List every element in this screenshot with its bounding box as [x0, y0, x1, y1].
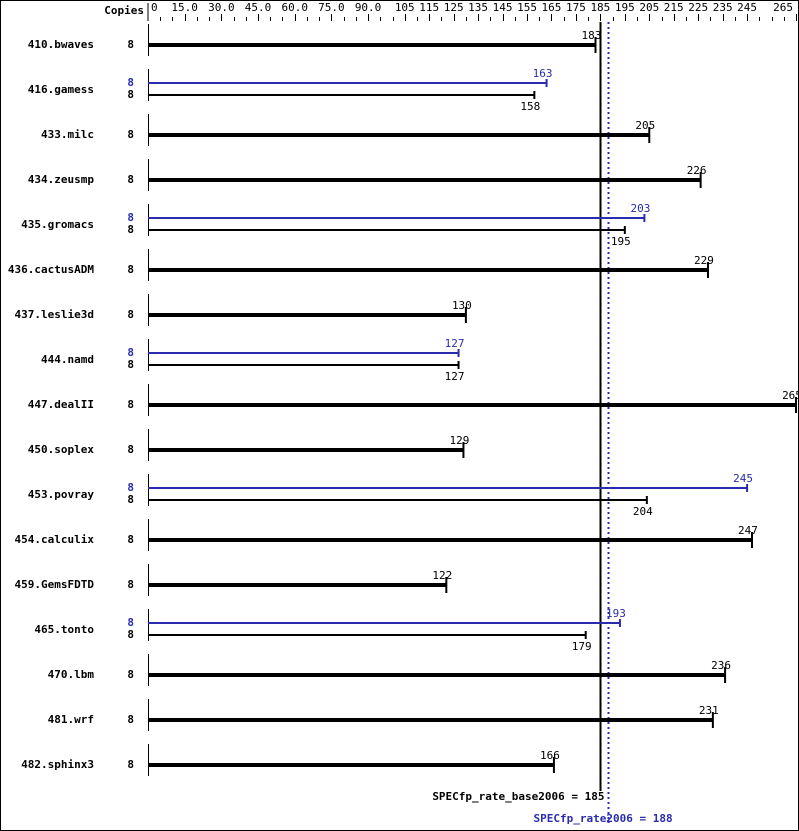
- x-tick-label: 60.0: [281, 1, 308, 14]
- benchmark-name: 437.leslie3d: [15, 308, 94, 321]
- bar-value-label: 193: [606, 607, 626, 620]
- peak-copies: 8: [127, 211, 134, 224]
- copies-header: Copies: [104, 4, 144, 17]
- bar-value-label: 127: [445, 337, 465, 350]
- bar-value-label: 229: [694, 254, 714, 267]
- base-copies: 8: [127, 578, 134, 591]
- x-tick-label: 205: [639, 1, 659, 14]
- bar-value-label: 163: [533, 67, 553, 80]
- bar-value-label: 204: [633, 505, 653, 518]
- bar-value-label: 205: [635, 119, 655, 132]
- base-copies: 8: [127, 758, 134, 771]
- bar-value-label: 130: [452, 299, 472, 312]
- base-copies: 8: [127, 38, 134, 51]
- bar-value-label: 179: [572, 640, 592, 653]
- base-copies: 8: [127, 263, 134, 276]
- x-tick-label: 195: [615, 1, 635, 14]
- x-tick-label: 175: [566, 1, 586, 14]
- x-tick-label: 245: [737, 1, 757, 14]
- x-tick-label: 235: [713, 1, 733, 14]
- benchmark-name: 436.cactusADM: [8, 263, 94, 276]
- bar-value-label: 231: [699, 704, 719, 717]
- benchmark-name: 459.GemsFDTD: [15, 578, 95, 591]
- bar-value-label: 127: [445, 370, 465, 383]
- benchmark-name: 410.bwaves: [28, 38, 94, 51]
- base-copies: 8: [127, 628, 134, 641]
- x-tick-label: 15.0: [171, 1, 198, 14]
- benchmark-name: 482.sphinx3: [21, 758, 94, 771]
- base-copies: 8: [127, 533, 134, 546]
- benchmark-name: 453.povray: [28, 488, 95, 501]
- bar-value-label: 265: [782, 389, 799, 402]
- x-tick-label: 125: [444, 1, 464, 14]
- x-tick-label: 225: [688, 1, 708, 14]
- base-copies: 8: [127, 223, 134, 236]
- x-tick-label: 115: [419, 1, 439, 14]
- bar-value-label: 247: [738, 524, 758, 537]
- bar-value-label: 183: [582, 29, 602, 42]
- base-copies: 8: [127, 668, 134, 681]
- base-copies: 8: [127, 173, 134, 186]
- peak-copies: 8: [127, 76, 134, 89]
- bar-value-label: 245: [733, 472, 753, 485]
- x-tick-label: 215: [664, 1, 684, 14]
- base-copies: 8: [127, 358, 134, 371]
- bar-value-label: 203: [630, 202, 650, 215]
- x-tick-label: 90.0: [355, 1, 382, 14]
- benchmark-name: 434.zeusmp: [28, 173, 95, 186]
- peak-summary-label: SPECfp_rate2006 = 188: [534, 812, 673, 825]
- bar-value-label: 122: [432, 569, 452, 582]
- base-copies: 8: [127, 443, 134, 456]
- benchmark-name: 465.tonto: [34, 623, 94, 636]
- base-copies: 8: [127, 88, 134, 101]
- benchmark-name: 470.lbm: [48, 668, 95, 681]
- benchmark-name: 481.wrf: [48, 713, 94, 726]
- benchmark-name: 447.dealII: [28, 398, 94, 411]
- benchmark-name: 435.gromacs: [21, 218, 94, 231]
- bar-value-label: 226: [687, 164, 707, 177]
- bar-value-label: 236: [711, 659, 731, 672]
- x-tick-label: 135: [468, 1, 488, 14]
- bar-value-label: 129: [450, 434, 470, 447]
- x-tick-label: 30.0: [208, 1, 235, 14]
- bar-value-label: 158: [520, 100, 540, 113]
- x-tick-label: 145: [493, 1, 513, 14]
- base-copies: 8: [127, 398, 134, 411]
- x-tick-label: 0: [151, 1, 158, 14]
- x-tick-label: 165: [542, 1, 562, 14]
- base-copies: 8: [127, 713, 134, 726]
- peak-copies: 8: [127, 346, 134, 359]
- peak-copies: 8: [127, 481, 134, 494]
- x-tick-label: 265: [773, 1, 793, 14]
- x-tick-label: 185: [590, 1, 610, 14]
- peak-copies: 8: [127, 616, 134, 629]
- base-summary-label: SPECfp_rate_base2006 = 185: [432, 790, 604, 803]
- bar-value-label: 166: [540, 749, 560, 762]
- benchmark-name: 433.milc: [41, 128, 94, 141]
- benchmark-name: 416.gamess: [28, 83, 94, 96]
- benchmark-name: 454.calculix: [15, 533, 95, 546]
- x-tick-label: 45.0: [245, 1, 272, 14]
- x-tick-label: 155: [517, 1, 537, 14]
- x-tick-label: 75.0: [318, 1, 345, 14]
- benchmark-name: 450.soplex: [28, 443, 95, 456]
- base-copies: 8: [127, 308, 134, 321]
- bar-value-label: 195: [611, 235, 631, 248]
- base-copies: 8: [127, 493, 134, 506]
- benchmark-name: 444.namd: [41, 353, 94, 366]
- base-copies: 8: [127, 128, 134, 141]
- x-tick-label: 105: [395, 1, 415, 14]
